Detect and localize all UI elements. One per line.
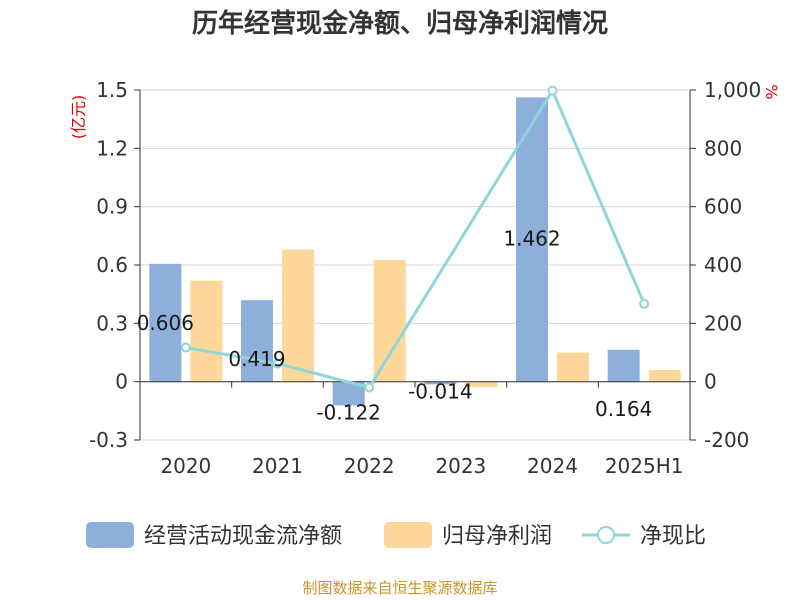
bar-cashflow (607, 349, 640, 382)
point-ratio (272, 358, 283, 369)
line-series (180, 85, 650, 393)
bar-cashflow (241, 300, 273, 382)
y-left-tick-label: 0.3 (96, 311, 128, 335)
y-left-tick-label: 0.6 (96, 253, 128, 277)
axis-ticks: 1.5 1,000 1.2 800 0.9 600 0.6 400 0.3 200 0 0 -0.3 -2… (89, 78, 761, 478)
y-left-unit: (亿元) (69, 95, 88, 140)
bar-netprofit (282, 249, 314, 382)
source-note: 制图数据来自恒生聚源数据库 (302, 579, 497, 597)
y-right-tick-label: 1,000 (704, 78, 761, 102)
data-label-cashflow: -0.014 (408, 379, 472, 403)
x-tick-label: 2021 (252, 454, 303, 478)
y-right-tick-label: 800 (704, 136, 742, 160)
bar-cashflow (149, 263, 182, 382)
legend-swatch-cashflow (86, 522, 134, 548)
bars (149, 97, 681, 406)
point-ratio (547, 85, 558, 96)
x-tick-label: 2025H1 (605, 454, 684, 478)
bar-cashflow (424, 381, 457, 385)
legend-item-ratio[interactable]: 净现比 (582, 524, 706, 549)
y-left-tick-label: 1.2 (96, 136, 128, 160)
bar-cashflow (332, 381, 365, 406)
x-tick-label: 2024 (527, 454, 578, 478)
chart-title: 历年经营现金净额、归母净利润情况 (192, 8, 608, 39)
y-left-tick-label: 0 (115, 370, 128, 394)
bar-cashflow (516, 97, 548, 382)
legend: 经营活动现金流净额 归母净利润 净现比 (86, 522, 706, 549)
bar-netprofit (465, 381, 498, 388)
bar-netprofit (557, 352, 589, 382)
point-ratio (364, 382, 375, 393)
bar-netprofit (373, 260, 406, 382)
legend-item-netprofit[interactable]: 归母净利润 (384, 522, 552, 549)
bar-netprofit (648, 370, 681, 382)
legend-label-ratio: 净现比 (640, 524, 706, 549)
y-right-tick-label: 0 (704, 370, 717, 394)
point-ratio (639, 298, 650, 309)
y-right-tick-label: 400 (704, 253, 742, 277)
data-label-cashflow: 0.164 (595, 397, 652, 421)
legend-label-cashflow: 经营活动现金流净额 (144, 524, 342, 549)
y-right-tick-label: -200 (704, 428, 749, 452)
data-labels: 0.606 0.419 -0.122 -0.014 1.462 0.164 (137, 226, 653, 424)
y-right-unit: % (762, 84, 781, 99)
legend-label-netprofit: 归母净利润 (442, 524, 552, 549)
x-tick-label: 2022 (344, 454, 395, 478)
x-tick-label: 2020 (160, 454, 211, 478)
point-ratio (180, 342, 191, 353)
legend-marker-ratio (597, 526, 615, 544)
bar-netprofit (190, 280, 223, 382)
x-tick-label: 2023 (435, 454, 486, 478)
y-left-tick-label: -0.3 (89, 428, 128, 452)
legend-item-cashflow[interactable]: 经营活动现金流净额 (86, 522, 342, 549)
y-left-tick-label: 0.9 (96, 195, 128, 219)
data-label-cashflow: 0.606 (137, 311, 194, 335)
y-left-tick-label: 1.5 (96, 78, 128, 102)
data-label-cashflow: 1.462 (503, 226, 560, 250)
data-label-cashflow: 0.419 (228, 347, 285, 371)
data-label-cashflow: -0.122 (316, 400, 380, 424)
y-right-tick-label: 600 (704, 195, 742, 219)
legend-swatch-netprofit (384, 522, 432, 548)
y-right-tick-label: 200 (704, 311, 742, 335)
